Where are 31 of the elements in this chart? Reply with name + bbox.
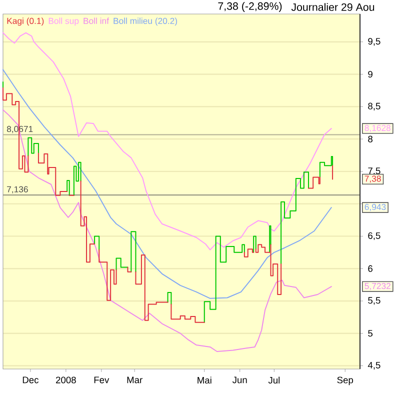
y-tick-label: 8 (368, 136, 372, 142)
y-tick-label: 6,5 (368, 232, 380, 240)
text: Boll sup (48, 18, 79, 26)
annotation: 5,7232 (364, 282, 390, 290)
x-tick-label: Mar (127, 376, 142, 384)
x-tick-label: Jul (268, 376, 280, 384)
annotation: 6,943 (364, 204, 386, 212)
y-tick-label: 5 (368, 330, 372, 337)
y-tick-label: 8,5 (368, 102, 380, 110)
x-tick-label: Fev (94, 376, 110, 384)
y-tick-label: 7,5 (368, 168, 380, 176)
ref-line-label: 7,136 (7, 186, 28, 194)
text: Boll milieu (20.2) (114, 18, 177, 26)
line-series (2, 109, 332, 352)
y-tick-label: 5,5 (368, 297, 380, 305)
x-tick-label: Jun (232, 376, 247, 384)
annotation: 8,1628 (364, 124, 391, 132)
text: Boll inf (84, 18, 110, 24)
annotation: 7,38 (364, 176, 381, 183)
line-series (2, 32, 332, 250)
x-tick-label: Mai (198, 376, 212, 384)
y-tick-label: 4,5 (368, 362, 380, 370)
chart-title: 7,38 (-2,89%) (218, 2, 282, 12)
chart-subtitle: Journalier 29 Aou (291, 3, 374, 11)
y-tick-label: 9 (368, 70, 372, 78)
text: Kagi (0.1) (7, 18, 44, 26)
y-tick-label: 6 (368, 265, 372, 272)
x-tick-label: Sep (337, 376, 354, 386)
x-tick-label: 2008 (56, 376, 76, 384)
y-tick-label: 9,5 (368, 38, 380, 46)
x-tick-label: Dec (22, 376, 38, 384)
